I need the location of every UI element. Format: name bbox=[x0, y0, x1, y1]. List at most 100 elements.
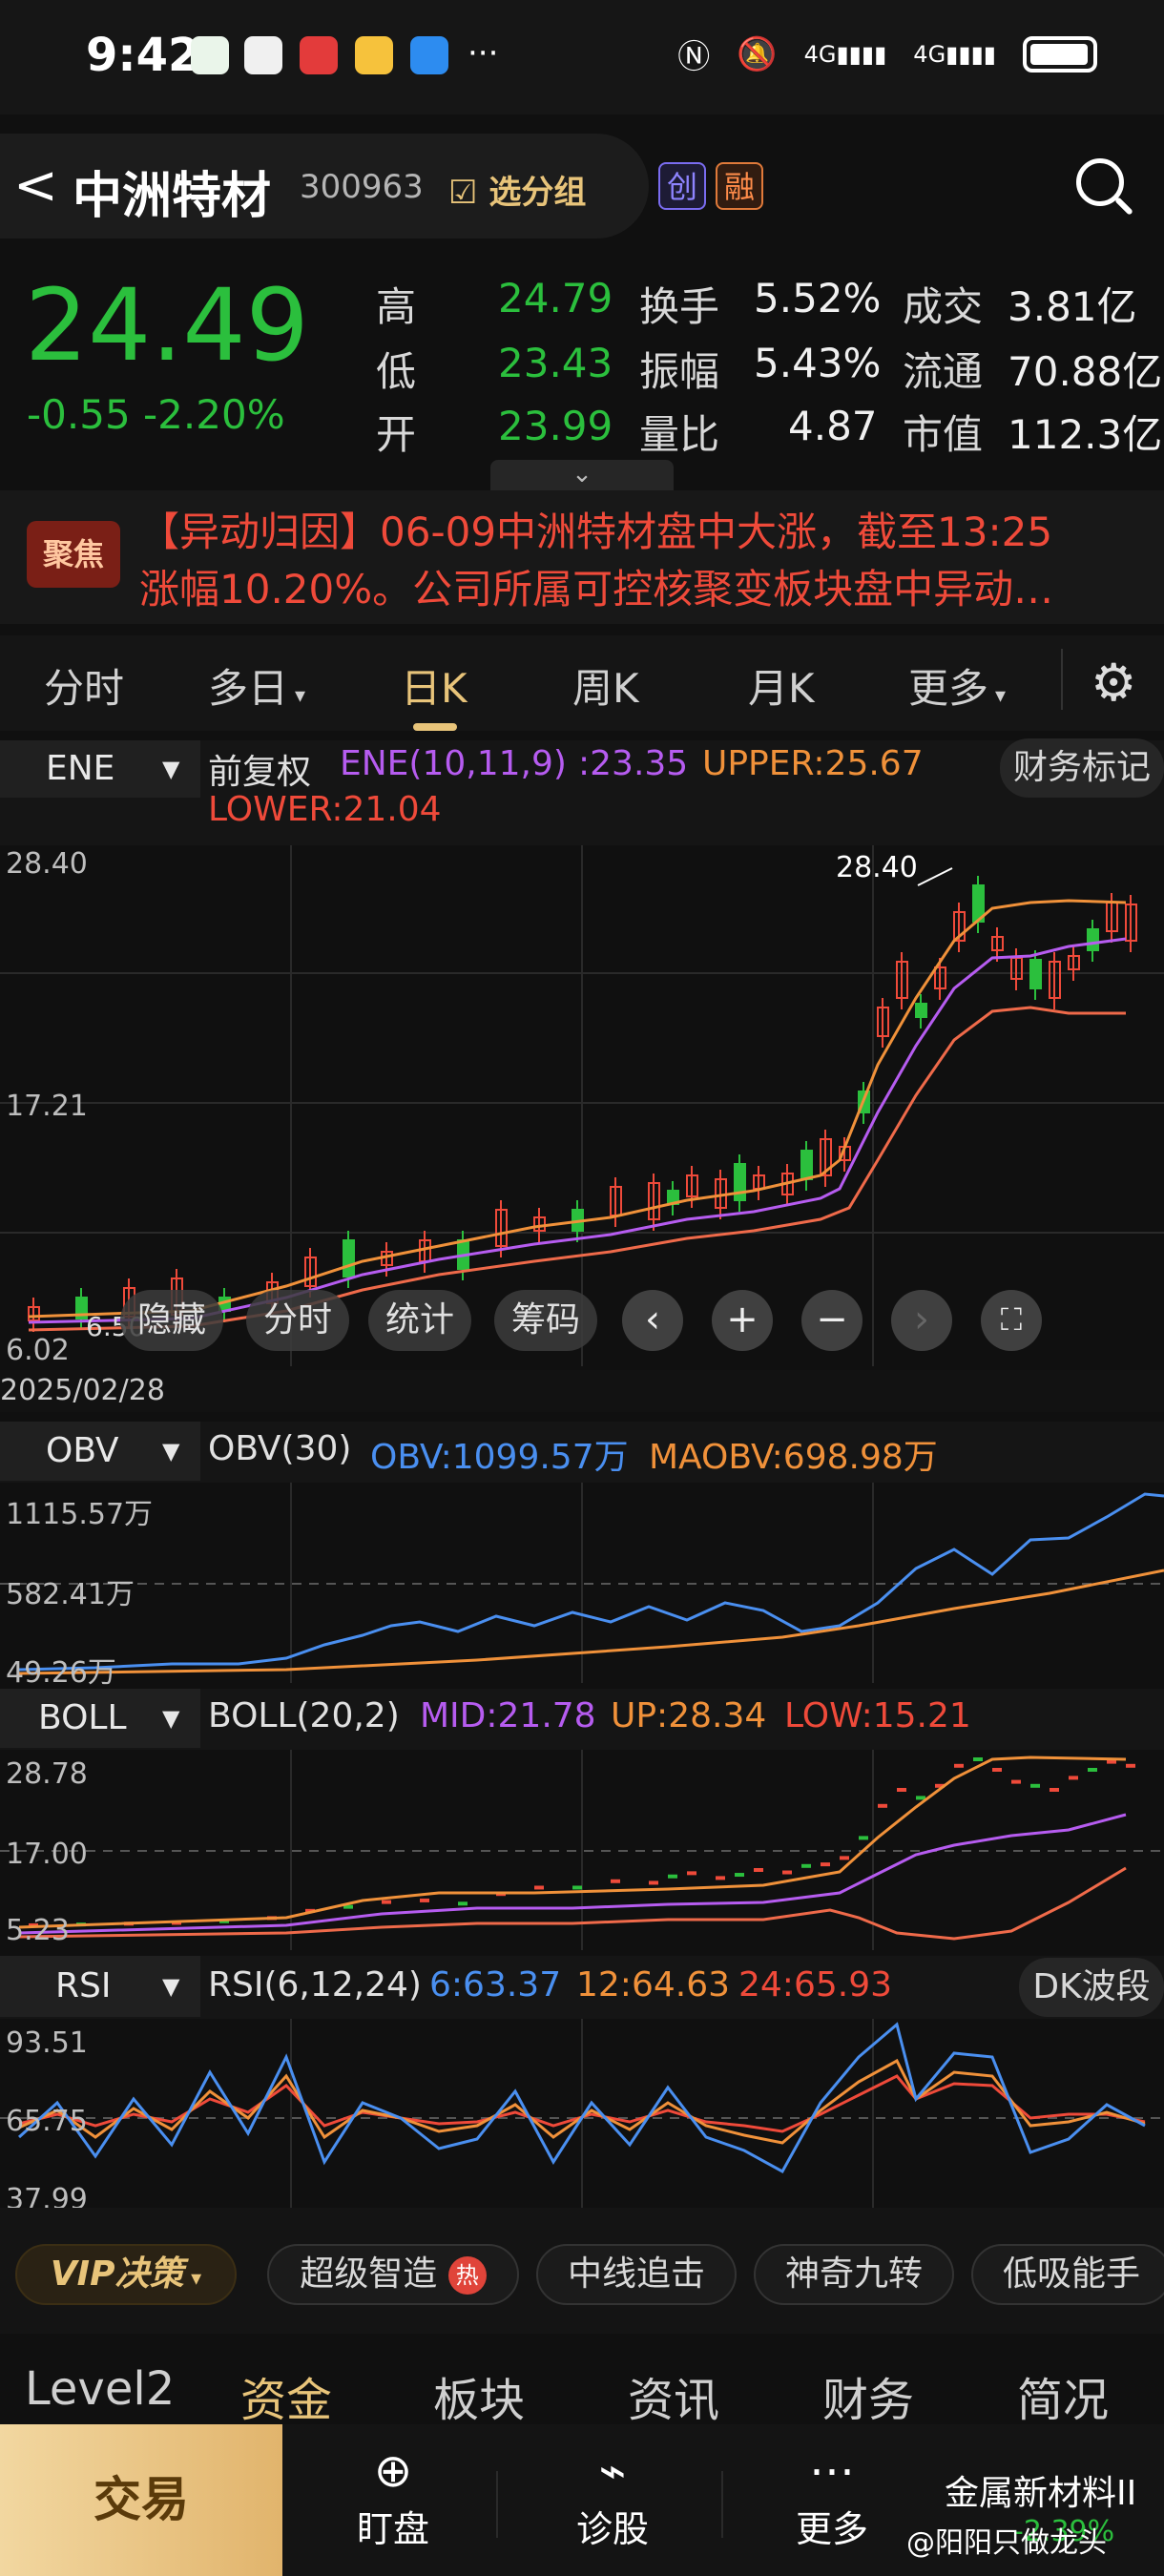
app-icon-5 bbox=[410, 36, 448, 74]
candle-body bbox=[1125, 904, 1137, 942]
more-notifications: ··· bbox=[468, 34, 499, 73]
news-banner[interactable] bbox=[0, 490, 1164, 624]
tab-more[interactable]: 更多 ▾ bbox=[908, 665, 1007, 712]
financial-mark-button[interactable]: 财务标记 bbox=[1000, 738, 1164, 798]
open-value: 23.99 bbox=[498, 403, 613, 449]
candlestick-chart[interactable] bbox=[0, 845, 1164, 1366]
fq-label[interactable]: 前复权 bbox=[208, 753, 312, 792]
select-group-button[interactable]: ☑ 选分组 bbox=[448, 174, 587, 212]
diagnose-button[interactable]: ⌁ 诊股 bbox=[536, 2442, 689, 2552]
dip-buy-button[interactable]: 低吸能手 bbox=[971, 2244, 1164, 2305]
boll-y-top: 28.78 bbox=[6, 1757, 88, 1791]
gear-icon[interactable]: ⚙ bbox=[1091, 653, 1137, 713]
tab-fenshi[interactable]: 分时 bbox=[44, 665, 125, 712]
sector-change: -2.39% bbox=[1013, 2515, 1115, 2548]
candle-body bbox=[495, 1209, 508, 1247]
vip-decision-button[interactable]: VIP决策 ▾ bbox=[15, 2244, 237, 2305]
expand-quote-button[interactable]: ⌄ bbox=[490, 460, 674, 490]
candle-body bbox=[343, 1239, 355, 1278]
candle-body bbox=[648, 1182, 660, 1220]
obv-chart bbox=[0, 1483, 1164, 1683]
search-icon[interactable] bbox=[1076, 158, 1124, 206]
market-cap-value: 112.3亿 bbox=[1008, 411, 1163, 458]
boll-low-line bbox=[18, 1866, 1127, 1941]
stats-button[interactable]: 统计 bbox=[368, 1290, 471, 1351]
rsi-chart bbox=[0, 2019, 1164, 2213]
super-smart-button[interactable]: 超级智造 热 bbox=[267, 2244, 519, 2305]
rsi-y-mid: 65.75 bbox=[6, 2105, 88, 2138]
tab-daily-k[interactable]: 日K bbox=[401, 665, 468, 712]
dk-band-button[interactable]: DK波段 bbox=[1019, 1958, 1164, 2017]
tab-level2[interactable]: Level2 bbox=[25, 2362, 176, 2416]
pulse-icon: ⌁ bbox=[598, 2444, 627, 2498]
midline-chase-button[interactable]: 中线追击 bbox=[536, 2244, 737, 2305]
scroll-right-icon[interactable]: › bbox=[891, 1290, 952, 1351]
obv-indicator-select[interactable]: OBV ▼ bbox=[0, 1422, 200, 1481]
candle-body bbox=[1029, 959, 1042, 989]
tab-weekly-k[interactable]: 周K bbox=[572, 665, 639, 712]
ene-label: ENE(10,11,9) bbox=[340, 744, 567, 783]
turnover-label: 换手 bbox=[639, 283, 720, 330]
candle-body bbox=[304, 1257, 317, 1287]
tab-profile[interactable]: 简况 bbox=[1017, 2374, 1110, 2427]
candle-body bbox=[533, 1216, 546, 1232]
back-button[interactable]: < bbox=[13, 155, 58, 217]
candle-body bbox=[953, 911, 966, 942]
market-cap-label: 市值 bbox=[903, 411, 984, 458]
boll-low: LOW:15.21 bbox=[784, 1696, 971, 1735]
signal-icon-2: 4G▮▮▮▮ bbox=[913, 40, 996, 68]
clock: 9:42 bbox=[86, 29, 200, 82]
fullscreen-icon[interactable]: ⛶ bbox=[981, 1290, 1042, 1351]
tab-finance[interactable]: 财务 bbox=[822, 2374, 915, 2427]
system-icons: Ⓝ 🔕 4G▮▮▮▮ 4G▮▮▮▮ bbox=[677, 31, 1097, 77]
tab-sectors[interactable]: 板块 bbox=[433, 2374, 526, 2427]
rsi-indicator-select[interactable]: RSI ▼ bbox=[0, 1956, 200, 2017]
candle-body bbox=[820, 1138, 832, 1176]
hot-badge: 热 bbox=[447, 2256, 487, 2295]
ene-y-bot: 6.02 bbox=[6, 1334, 70, 1367]
magic-nine-button[interactable]: 神奇九转 bbox=[754, 2244, 954, 2305]
boll-indicator-select[interactable]: BOLL ▼ bbox=[0, 1689, 200, 1748]
rsi-6: 6:63.37 bbox=[429, 1965, 562, 2005]
nav-divider bbox=[496, 2471, 498, 2538]
trade-button[interactable]: 交易 bbox=[0, 2424, 282, 2576]
candle-body bbox=[1049, 961, 1061, 999]
ene-value: :23.35 bbox=[578, 744, 689, 783]
amplitude-label: 振幅 bbox=[639, 348, 720, 395]
ene-indicator-select[interactable]: ENE ▼ bbox=[0, 740, 200, 798]
tab-monthly-k[interactable]: 月K bbox=[748, 665, 815, 712]
date-strip bbox=[0, 1370, 1164, 1412]
watch-button[interactable]: ⊕ 盯盘 bbox=[317, 2442, 469, 2552]
tab-multiday[interactable]: 多日 ▾ bbox=[208, 665, 306, 712]
sector-name[interactable]: 金属新材料II bbox=[945, 2474, 1137, 2513]
check-icon: ☑ bbox=[448, 174, 489, 212]
boll-y-bot: 5.23 bbox=[6, 1914, 70, 1947]
boll-mid-line bbox=[18, 1813, 1127, 1935]
stock-name: 中洲特材 bbox=[73, 168, 272, 225]
rsi12-line bbox=[18, 2058, 1146, 2145]
low-label: 低 bbox=[376, 348, 417, 395]
volume-ratio-label: 量比 bbox=[639, 411, 720, 458]
ene-lower: LOWER:21.04 bbox=[208, 790, 442, 829]
float-value: 70.88亿 bbox=[1008, 348, 1163, 395]
crosshair-icon: ⊕ bbox=[373, 2444, 413, 2498]
obv-label: OBV(30) bbox=[208, 1429, 352, 1468]
candle-body bbox=[877, 1007, 889, 1037]
more-dots-icon: ⋯ bbox=[809, 2444, 855, 2498]
candle-body bbox=[75, 1297, 88, 1319]
scroll-left-icon[interactable]: ‹ bbox=[622, 1290, 683, 1351]
price-change: -0.55 -2.20% bbox=[27, 391, 285, 438]
zoom-in-icon[interactable]: + bbox=[712, 1290, 773, 1351]
zoom-out-icon[interactable]: − bbox=[801, 1290, 863, 1351]
more-button[interactable]: ⋯ 更多 bbox=[756, 2442, 908, 2552]
chips-button[interactable]: 筹码 bbox=[494, 1290, 597, 1351]
obv-y-bot: 49.26万 bbox=[6, 1656, 116, 1690]
tab-news[interactable]: 资讯 bbox=[628, 2374, 720, 2427]
news-text[interactable]: 【异动归因】06-09中洲特材盘中大涨，截至13:25 涨幅10.20%。公司所… bbox=[139, 504, 1141, 618]
candle-body bbox=[934, 966, 946, 989]
hide-button[interactable]: 隐藏 bbox=[120, 1290, 223, 1351]
fenshi-button[interactable]: 分时 bbox=[246, 1290, 349, 1351]
tab-funds[interactable]: 资金 bbox=[240, 2374, 333, 2427]
volume-ratio-value: 4.87 bbox=[788, 403, 878, 449]
start-date: 2025/02/28 bbox=[0, 1374, 165, 1407]
